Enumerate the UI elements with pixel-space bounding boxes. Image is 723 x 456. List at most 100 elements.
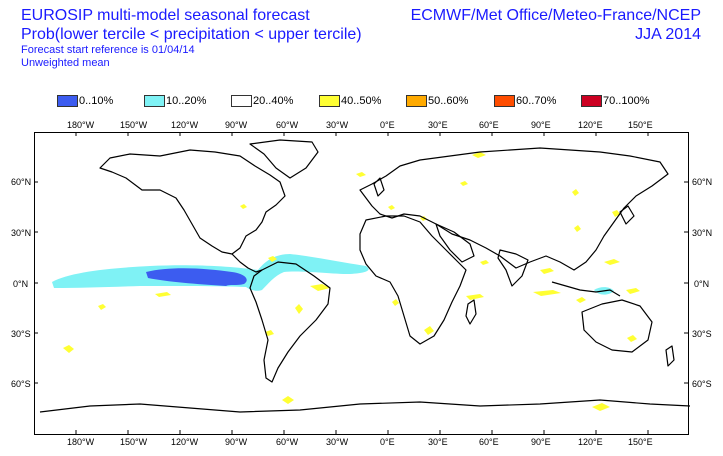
- lon-label-top: 60°E: [479, 120, 499, 130]
- legend-swatch: [57, 95, 78, 107]
- lon-label-bottom: 30°E: [428, 437, 448, 447]
- lon-label-top: 120°E: [578, 120, 603, 130]
- lat-label-left: 30°N: [11, 228, 32, 238]
- yellow-patch: [604, 259, 620, 265]
- lon-label-top: 0°E: [380, 120, 395, 130]
- yellow-patch: [310, 284, 330, 291]
- yellow-patch: [268, 256, 277, 262]
- provider-text: ECMWF/Met Office/Meteo-France/NCEP: [410, 7, 701, 24]
- yellow-patch: [626, 288, 640, 294]
- lon-label-bottom: 120°W: [171, 437, 199, 447]
- yellow-patch: [63, 345, 74, 353]
- lon-label-top: 30°W: [326, 120, 349, 130]
- yellow-patch: [282, 396, 294, 404]
- lon-label-bottom: 60°W: [276, 437, 299, 447]
- legend-label: 40..50%: [341, 95, 382, 107]
- legend-item: 0..10%: [57, 94, 113, 108]
- australia-coast: [581, 299, 653, 353]
- frame-ticks: [34, 132, 688, 434]
- legend-label: 60..70%: [516, 95, 557, 107]
- africa-coast: [359, 215, 467, 345]
- blue-shading-layer: [146, 268, 247, 286]
- arabia-coast: [435, 223, 475, 263]
- lat-label-left: 60°N: [11, 177, 32, 187]
- lon-label-bottom: 60°E: [479, 437, 499, 447]
- lon-label-bottom: 90°E: [531, 437, 551, 447]
- lon-label-bottom: 150°W: [120, 437, 148, 447]
- lat-label-left: 30°S: [11, 329, 31, 339]
- legend-swatch: [231, 95, 252, 107]
- yellow-patch: [295, 304, 303, 314]
- legend-label: 0..10%: [79, 95, 114, 107]
- yellow-patch: [533, 290, 561, 296]
- legend-label: 20..40%: [253, 95, 294, 107]
- yellow-patch: [98, 304, 106, 310]
- lat-label-left: 0°N: [13, 279, 29, 289]
- uk-coast: [373, 177, 385, 197]
- weighting-text: Unweighted mean: [21, 57, 110, 69]
- lon-label-bottom: 180°W: [67, 437, 95, 447]
- yellow-patch: [466, 294, 484, 300]
- yellow-patch: [540, 268, 554, 274]
- lon-label-top: 120°W: [171, 120, 199, 130]
- japan-coast: [619, 205, 635, 225]
- lat-label-right: 30°S: [692, 329, 712, 339]
- map-subtitle: Prob(lower tercile < precipitation < upp…: [21, 26, 362, 43]
- legend-item: 40..50%: [319, 94, 381, 108]
- legend-swatch: [406, 95, 427, 107]
- lon-label-bottom: 120°E: [578, 437, 603, 447]
- yellow-patch: [155, 292, 171, 297]
- lat-label-right: 60°N: [692, 177, 713, 187]
- coastlines: [39, 139, 691, 413]
- legend-swatch: [581, 95, 602, 107]
- new-zealand-coast: [665, 345, 675, 367]
- legend-label: 10..20%: [166, 95, 207, 107]
- provider-block: ECMWF/Met Office/Meteo-France/NCEP JJA 2…: [411, 6, 701, 44]
- yellow-shading-layer: [63, 152, 640, 411]
- yellow-patch: [356, 172, 366, 177]
- lon-label-bottom: 150°E: [628, 437, 653, 447]
- forecast-start-text: Forecast start reference is 01/04/14: [21, 44, 195, 56]
- lon-label-bottom: 30°W: [326, 437, 349, 447]
- yellow-patch: [240, 204, 247, 209]
- lon-label-top: 90°W: [225, 120, 248, 130]
- cyan-shading-layer: [52, 254, 614, 295]
- central-america-coast: [231, 253, 263, 273]
- lon-label-bottom: 90°W: [225, 437, 248, 447]
- legend-item: 10..20%: [144, 94, 206, 108]
- color-legend: 0..10% 10..20% 20..40% 40..50% 50..60% 6…: [0, 94, 723, 110]
- map-title: EUROSIP multi-model seasonal forecast: [21, 7, 310, 24]
- yellow-patch: [265, 330, 274, 336]
- lon-label-top: 90°E: [531, 120, 551, 130]
- legend-label: 70..100%: [603, 95, 650, 107]
- legend-label: 50..60%: [428, 95, 469, 107]
- season-text: JJA 2014: [635, 26, 701, 43]
- yellow-patch: [572, 189, 579, 196]
- legend-swatch: [144, 95, 165, 107]
- yellow-patch: [388, 205, 395, 210]
- lat-label-left: 60°S: [11, 379, 31, 389]
- legend-swatch: [319, 95, 340, 107]
- lon-label-bottom: 0°E: [380, 437, 395, 447]
- madagascar-coast: [465, 299, 477, 325]
- yellow-patch: [424, 326, 434, 335]
- yellow-patch: [460, 181, 468, 186]
- lat-label-right: 60°S: [692, 379, 712, 389]
- india-coast: [497, 249, 529, 287]
- legend-item: 20..40%: [231, 94, 293, 108]
- greenland-coast: [249, 139, 319, 179]
- yellow-patch: [574, 225, 581, 232]
- yellow-patch: [627, 335, 637, 342]
- lon-label-top: 150°W: [120, 120, 148, 130]
- legend-item: 70..100%: [581, 94, 649, 108]
- yellow-patch: [480, 260, 489, 265]
- antarctica-coast: [39, 399, 691, 413]
- equatorial-pacific-blue-core: [146, 268, 247, 286]
- yellow-patch: [592, 403, 610, 411]
- north-america-coast: [99, 149, 286, 255]
- lat-label-right: 0°N: [694, 279, 710, 289]
- yellow-patch: [392, 299, 399, 306]
- yellow-patch: [612, 210, 620, 217]
- south-america-coast: [249, 261, 331, 383]
